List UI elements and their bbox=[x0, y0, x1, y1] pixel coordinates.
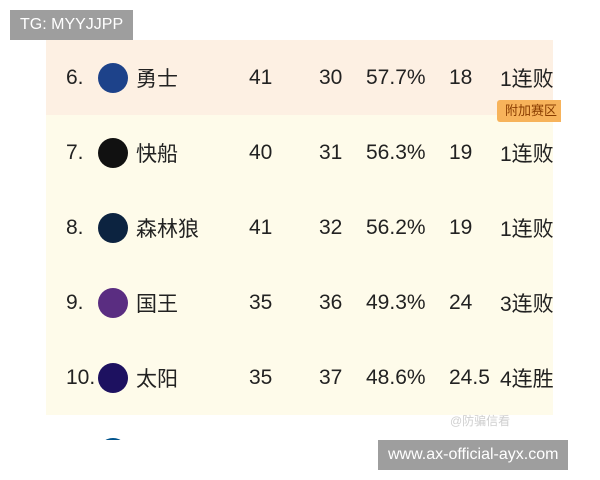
win-pct: 57.7% bbox=[366, 65, 426, 89]
playin-badge: 附加赛区 bbox=[497, 100, 562, 122]
team-name[interactable]: 独行侠 bbox=[136, 438, 199, 441]
games-behind: 18 bbox=[449, 65, 473, 89]
timberwolves-logo-icon bbox=[98, 212, 128, 243]
win-pct: 48.6% bbox=[366, 365, 426, 389]
warriors-logo-icon bbox=[98, 62, 128, 93]
wins: 40 bbox=[249, 140, 273, 164]
games-behind: 19 bbox=[449, 140, 473, 164]
table-row[interactable]: 7. 快船 40 31 56.3% 19 1连败 bbox=[46, 115, 553, 190]
table-row[interactable]: 10. 太阳 35 37 48.6% 24.5 4连胜 bbox=[46, 340, 553, 415]
clippers-logo-icon bbox=[98, 137, 128, 168]
mavericks-logo-icon bbox=[98, 437, 128, 440]
win-pct: 56.3% bbox=[366, 140, 426, 164]
games-behind: 24 bbox=[449, 290, 473, 314]
losses: 30 bbox=[319, 65, 343, 89]
suns-logo-icon bbox=[98, 362, 128, 393]
team-name[interactable]: 森林狼 bbox=[136, 217, 199, 241]
table-row[interactable]: 6. 勇士 41 30 57.7% 18 1连败 bbox=[46, 40, 553, 115]
losses: 36 bbox=[319, 290, 343, 314]
losses: 37 bbox=[319, 365, 343, 389]
rank: 10. bbox=[66, 365, 96, 389]
wins: 41 bbox=[249, 65, 273, 89]
watermark-top: TG: MYYJJPP bbox=[10, 10, 134, 40]
team-name[interactable]: 勇士 bbox=[136, 67, 178, 91]
table-row[interactable]: 11. 独行侠 35 37 48.6% 24.5 2连胜 bbox=[46, 415, 553, 440]
table-row[interactable]: 8. 森林狼 41 32 56.2% 19 1连败 bbox=[46, 190, 553, 265]
games-behind: 24.5 bbox=[449, 365, 490, 389]
team-name[interactable]: 太阳 bbox=[136, 367, 178, 391]
weibo-watermark: @防骗信看 bbox=[450, 414, 511, 428]
rank: 9. bbox=[66, 290, 84, 314]
wins: 35 bbox=[249, 365, 273, 389]
win-pct: 56.2% bbox=[366, 215, 426, 239]
team-name[interactable]: 国王 bbox=[136, 292, 178, 316]
team-name[interactable]: 快船 bbox=[136, 142, 178, 166]
streak: 3连败 bbox=[500, 292, 553, 316]
streak: 4连胜 bbox=[500, 367, 553, 391]
win-pct: 49.3% bbox=[366, 290, 426, 314]
streak: 1连败 bbox=[500, 217, 553, 241]
rank: 7. bbox=[66, 140, 84, 164]
kings-logo-icon bbox=[98, 287, 128, 318]
standings-table: 6. 勇士 41 30 57.7% 18 1连败 7. 快船 40 31 56.3… bbox=[46, 40, 553, 440]
wins: 35 bbox=[249, 290, 273, 314]
watermark-bottom: www.ax-official-ayx.com bbox=[378, 440, 569, 470]
games-behind: 19 bbox=[449, 215, 473, 239]
rank: 8. bbox=[66, 215, 84, 239]
losses: 31 bbox=[319, 140, 343, 164]
losses: 32 bbox=[319, 215, 343, 239]
table-row[interactable]: 9. 国王 35 36 49.3% 24 3连败 bbox=[46, 265, 553, 340]
streak: 1连败 bbox=[500, 67, 553, 91]
rank: 6. bbox=[66, 65, 84, 89]
wins: 41 bbox=[249, 215, 273, 239]
streak: 1连败 bbox=[500, 142, 553, 166]
